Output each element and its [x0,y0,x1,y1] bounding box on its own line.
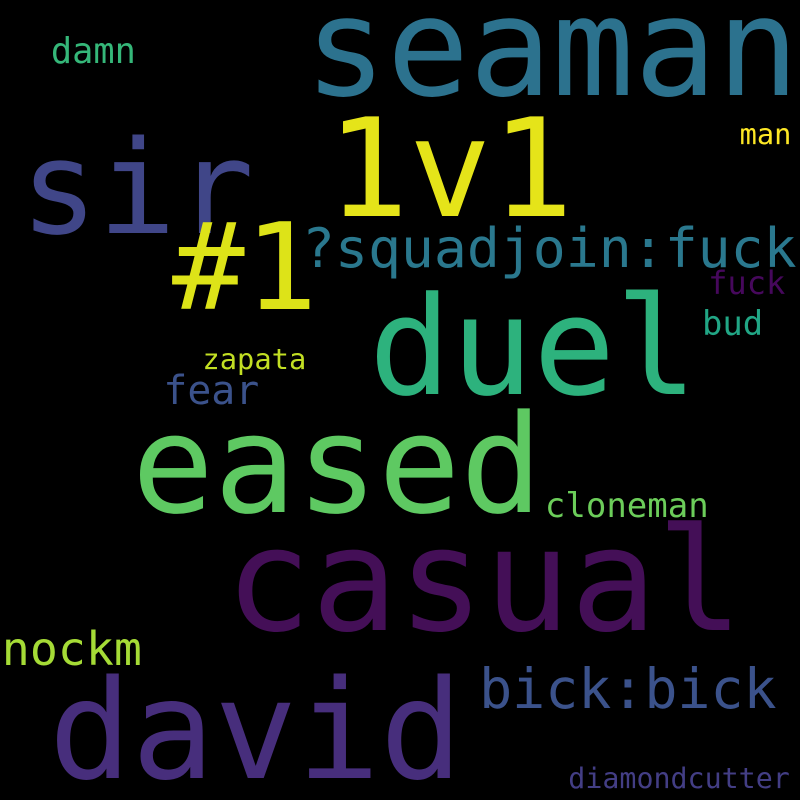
word-fuck: fuck [708,264,786,303]
word-cloneman: cloneman [544,486,709,527]
word-duel: duel [368,267,698,427]
word-sir: sir [20,113,255,264]
word-damn: damn [50,31,136,72]
word-nockm: nockm [1,622,142,676]
word-hash-1: #1 [172,198,318,339]
word-casual: casual [225,497,744,665]
word-eased: eased [131,386,543,546]
word-fear: fear [163,367,260,414]
word-bick-bick: bick:bick [479,657,777,722]
word-man: man [739,117,792,152]
word-squadjoin-fuck: ?squadjoin:fuck [302,216,797,281]
word-diamondcutter: diamondcutter [568,761,790,795]
word-bud: bud [702,304,764,344]
word-seaman: seaman [304,0,800,129]
word-zapata: zapata [202,341,307,376]
word-david: david [48,651,463,800]
word-1v1: 1v1 [326,90,574,250]
